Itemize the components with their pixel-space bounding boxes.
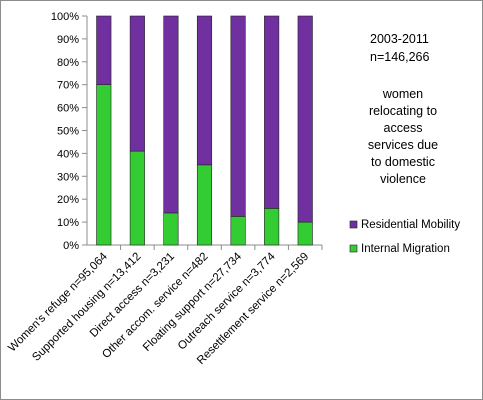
bar-residential-mobility (230, 15, 246, 217)
annotation-total: n=146,266 (370, 50, 429, 64)
bar-internal-migration (163, 212, 179, 246)
bar-residential-mobility (163, 15, 179, 214)
bar-internal-migration (297, 221, 313, 246)
legend-swatch (349, 244, 358, 253)
annotation-description-line: women (382, 87, 423, 101)
legend-label: Internal Migration (361, 243, 450, 255)
annotation-description-line: access (384, 121, 423, 135)
bar-residential-mobility (264, 15, 280, 209)
y-tick-label: 100% (51, 11, 79, 23)
y-tick-label: 30% (57, 171, 79, 183)
bar-residential-mobility (96, 15, 112, 85)
y-tick-label: 70% (57, 80, 79, 92)
bar-internal-migration (264, 208, 280, 246)
legend: Residential Mobility Internal Migration (349, 219, 460, 255)
annotation-description-line: to domestic (371, 155, 435, 169)
bar-residential-mobility (129, 15, 145, 152)
y-tick-label: 50% (57, 126, 79, 138)
bar-residential-mobility (297, 15, 313, 223)
y-tick-label: 80% (57, 57, 79, 69)
annotation-description-line: services due (368, 138, 438, 152)
annotation-description: women relocating to access services due to d… (368, 87, 438, 186)
y-tick-label: 20% (57, 194, 79, 206)
annotation-description-line: violence (380, 172, 426, 186)
annotation-period: 2003-2011 (370, 32, 429, 46)
y-tick-labels: 0% 10% 20% 30% 40% 50% 60% 70% 80% 90% 100% (51, 11, 79, 252)
legend-swatch (349, 220, 358, 229)
y-tick-label: 40% (57, 148, 79, 160)
chart-bars (96, 15, 313, 246)
bar-internal-migration (196, 164, 213, 246)
y-tick-label: 0% (63, 240, 79, 252)
bar-internal-migration (230, 216, 246, 246)
bar-internal-migration (129, 150, 145, 246)
bar-internal-migration (96, 84, 112, 246)
bar-residential-mobility (196, 15, 213, 166)
annotation-block: 2003-2011 n=146,266 women relocating to ac… (368, 32, 438, 186)
legend-label: Residential Mobility (361, 219, 460, 231)
y-tick-label: 90% (57, 34, 79, 46)
y-tick-label: 60% (57, 103, 79, 115)
annotation-description-line: relocating to (369, 104, 437, 118)
y-tick-label: 10% (57, 217, 79, 229)
